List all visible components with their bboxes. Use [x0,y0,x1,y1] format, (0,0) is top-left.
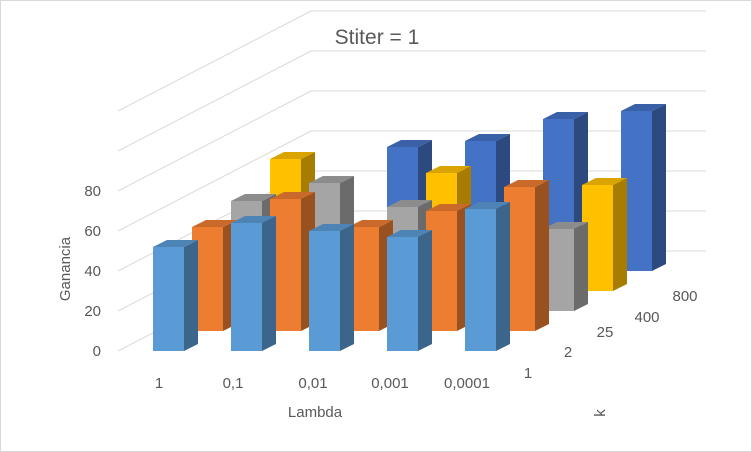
x-tick-label: 0,0001 [444,375,490,392]
y-tick-label: 60 [84,223,101,240]
y-tick-label: 20 [84,303,101,320]
bar [582,178,627,291]
x-tick-label: 0,1 [223,375,244,392]
gridline [117,50,312,152]
bar [426,204,471,331]
z-axis-title: k [592,409,609,417]
bar [231,216,276,351]
y-tick-label: 80 [84,183,101,200]
z-tick-label: 2 [564,344,572,361]
chart-title: Stiter = 1 [335,26,420,49]
bar [504,180,549,331]
bar [348,220,393,331]
bar [465,202,510,351]
y-tick-label: 40 [84,263,101,280]
x-tick-label: 0,001 [371,375,409,392]
bar [543,222,588,311]
tick-labels: 0 20 40 60 80 1 0,1 0,01 0,001 0,0001 1 2 25 400 800 [84,183,697,392]
gridline [117,90,312,192]
x-tick-label: 0,01 [298,375,327,392]
x-tick-label: 1 [155,375,163,392]
bar [387,230,432,351]
z-tick-label: 25 [597,324,614,341]
z-tick-label: 1 [524,365,532,382]
y-tick-label: 0 [93,343,101,360]
x-axis-title: Lambda [288,404,343,421]
bar [153,240,198,351]
bar [270,192,315,331]
gridline [117,130,312,232]
bars [153,104,666,351]
bar [309,224,354,351]
bar [621,104,666,271]
z-tick-label: 400 [634,309,659,326]
z-tick-label: 800 [672,288,697,305]
bar [192,220,237,331]
y-axis-title: Ganancia [57,236,74,301]
gridline [117,10,312,112]
